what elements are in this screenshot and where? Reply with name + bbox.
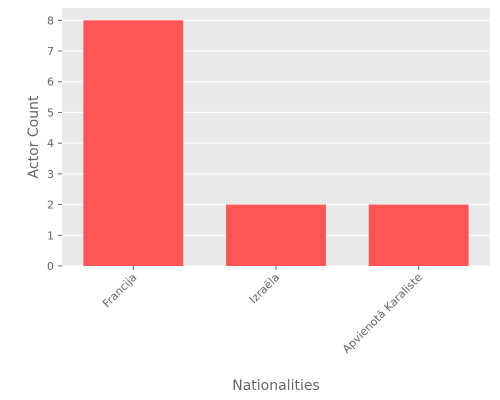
x-tick-label: Izraēla bbox=[247, 271, 282, 306]
y-tick-label: 0 bbox=[47, 260, 54, 273]
y-tick-label: 6 bbox=[47, 76, 54, 89]
bars bbox=[83, 20, 469, 266]
y-tick-label: 7 bbox=[47, 45, 54, 58]
y-tick-label: 5 bbox=[47, 106, 54, 119]
bar bbox=[83, 20, 184, 266]
y-tick-label: 3 bbox=[47, 168, 54, 181]
y-axis-ticks: 0 1 2 3 4 5 6 7 8 bbox=[47, 14, 62, 273]
x-axis-label: Nationalities bbox=[232, 378, 320, 394]
y-tick-label: 1 bbox=[47, 229, 54, 242]
bar bbox=[226, 204, 326, 266]
x-tick-label: Francija bbox=[100, 271, 139, 310]
y-tick-label: 4 bbox=[47, 137, 54, 150]
x-axis-ticks: Francija Izraēla Apvienotā Karaliste bbox=[100, 266, 425, 356]
x-tick-label: Apvienotā Karaliste bbox=[340, 271, 425, 356]
y-tick-label: 8 bbox=[47, 14, 54, 27]
y-axis-label: Actor Count bbox=[26, 95, 42, 178]
y-tick-label: 2 bbox=[47, 199, 54, 212]
bar bbox=[368, 204, 469, 266]
